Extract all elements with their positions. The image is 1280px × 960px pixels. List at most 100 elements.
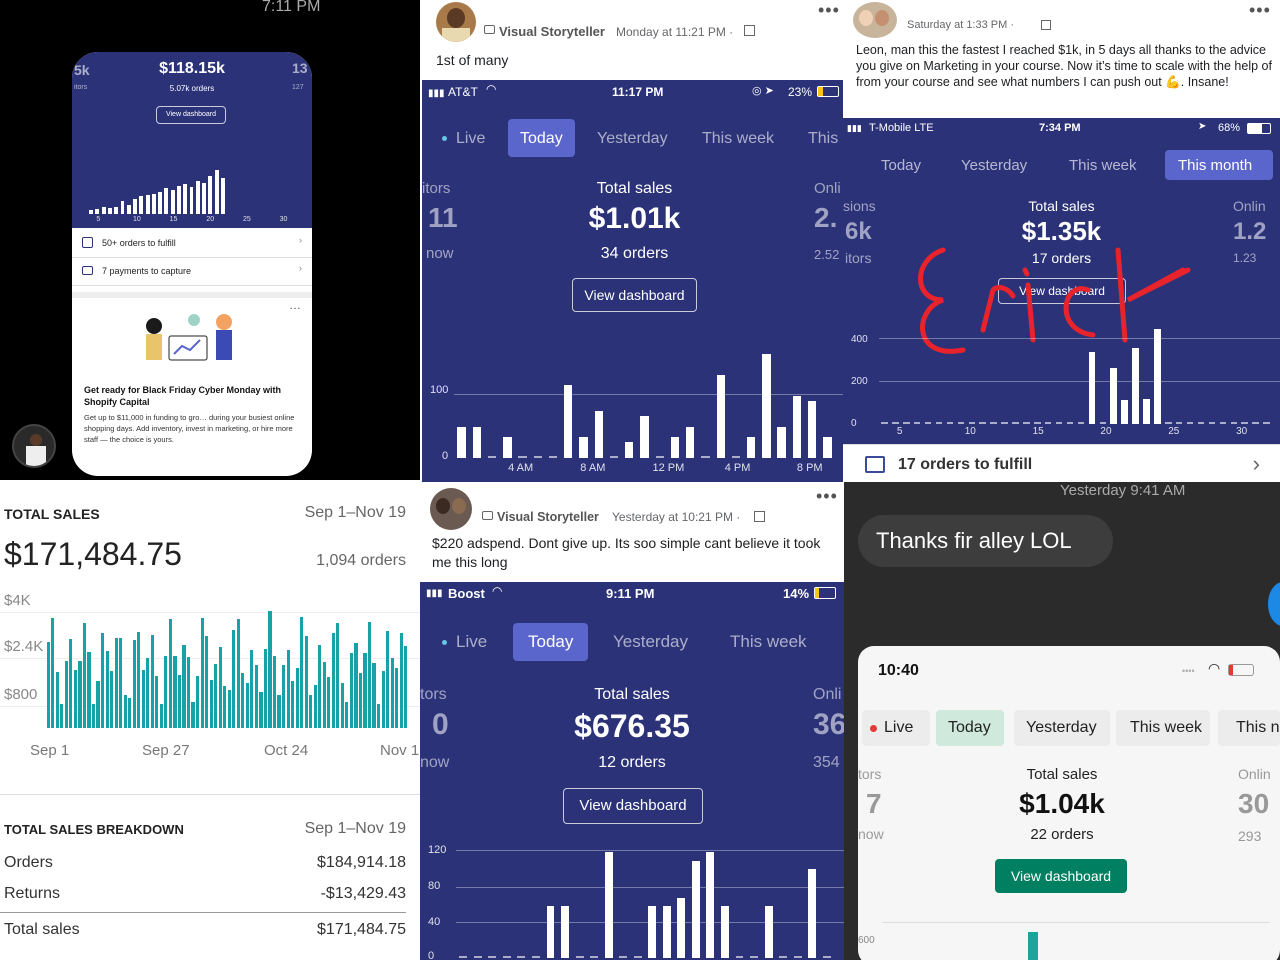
chart-bar xyxy=(903,422,910,424)
gridline xyxy=(879,381,1280,382)
right-label: Onli xyxy=(814,180,841,197)
chart-bar xyxy=(518,456,527,458)
status-time: 9:11 PM xyxy=(606,586,655,601)
tab-this-week[interactable]: This week xyxy=(702,130,775,147)
timeframe-tabs: Live Today Yesterday This week This n xyxy=(858,719,1280,739)
chart-bar xyxy=(457,426,466,458)
chart-bar xyxy=(1197,422,1205,424)
view-dashboard-button[interactable]: View dashboard xyxy=(572,278,697,312)
status-time: 10:40 xyxy=(878,662,919,679)
more-options-icon[interactable]: … xyxy=(289,298,302,312)
post-text: 1st of many xyxy=(436,52,509,68)
fulfill-row[interactable]: 50+ orders to fulfill › xyxy=(72,230,312,258)
chart-bar xyxy=(128,698,132,728)
chart-bar xyxy=(354,642,358,728)
tab-live[interactable]: Live xyxy=(456,130,486,147)
chart-bar xyxy=(345,701,349,728)
chart-bar xyxy=(123,694,127,728)
chart-bar xyxy=(291,681,295,728)
tab-yesterday[interactable] xyxy=(1014,710,1110,746)
orders-count: 34 orders xyxy=(600,245,669,262)
tab-label: Today xyxy=(948,719,991,736)
y-tick: $4K xyxy=(4,592,31,609)
breakdown-row-label: Orders xyxy=(4,854,53,871)
total-sales-title: Total sales xyxy=(1026,766,1098,783)
chart-bar xyxy=(189,187,194,214)
tab-this-month[interactable]: This month xyxy=(1178,157,1253,174)
right-value: 30 xyxy=(1238,788,1270,819)
author-name[interactable]: Visual Storyteller xyxy=(497,510,599,524)
tab-today[interactable] xyxy=(936,710,1004,746)
chart-bar xyxy=(1012,422,1019,424)
tab-this-week[interactable] xyxy=(1116,710,1210,746)
avatar xyxy=(12,424,56,468)
tab-today[interactable]: Today xyxy=(528,632,574,651)
tab-yesterday[interactable]: Yesterday xyxy=(961,157,1028,174)
more-options-icon[interactable]: ••• xyxy=(816,486,838,506)
view-dashboard-button[interactable]: View dashboard xyxy=(563,788,703,824)
scroll-bubble-icon[interactable] xyxy=(1268,582,1280,626)
payments-label: 7 payments to capture xyxy=(102,266,192,276)
left-value: 7 xyxy=(866,788,882,819)
chart-bar xyxy=(145,194,150,214)
chart-bar xyxy=(531,956,540,958)
storyteller-icon xyxy=(484,25,495,34)
chart-bar xyxy=(386,631,390,728)
x-tick: 8 AM xyxy=(580,462,606,474)
phone-screenshot: 10:40 •••• ◠ Live Today Yesterday This w… xyxy=(858,646,1280,960)
post-time[interactable]: Monday at 11:21 PM · xyxy=(616,25,734,39)
chart-bar xyxy=(55,672,59,728)
chevron-right-icon: › xyxy=(299,235,302,245)
breakdown-row-value: $184,914.18 xyxy=(317,854,406,871)
battery-icon xyxy=(817,86,839,97)
post-time[interactable]: Saturday at 1:33 PM · xyxy=(907,19,1014,31)
chart-bar xyxy=(1077,422,1085,424)
tab-yesterday[interactable]: Yesterday xyxy=(613,632,688,651)
chart-bar xyxy=(648,906,657,958)
chart-bar xyxy=(395,668,399,728)
teal-bar-chart xyxy=(46,592,408,728)
chart-bar xyxy=(404,645,408,728)
fulfill-row[interactable]: 17 orders to fulfill › xyxy=(843,444,1280,482)
tab-today[interactable]: Today xyxy=(881,157,922,174)
date-range[interactable]: Sep 1–Nov 19 xyxy=(304,504,406,521)
chart-bar xyxy=(137,631,141,728)
view-dashboard-button[interactable]: View dashboard xyxy=(156,106,226,124)
y-tick: 80 xyxy=(428,880,441,892)
chart-bar xyxy=(750,956,759,958)
sales-chart: $4K $2.4K $800 Sep 1 Sep 27 Oct 24 Nov 1 xyxy=(0,592,420,768)
timeframe-tabs: Live Today Yesterday This week xyxy=(420,632,844,652)
tab-this-month[interactable]: This xyxy=(808,130,839,147)
payments-row[interactable]: 7 payments to capture › xyxy=(72,258,312,286)
x-tick: 8 PM xyxy=(796,462,823,474)
wifi-icon: ◠ xyxy=(492,584,503,598)
tab-live[interactable]: Live xyxy=(456,632,488,651)
chart-bar xyxy=(177,674,182,728)
tab-this-week[interactable]: This week xyxy=(1069,157,1137,174)
tab-this-month[interactable] xyxy=(1218,710,1280,746)
chart-bar xyxy=(533,456,542,458)
live-dot-icon xyxy=(870,725,877,732)
more-options-icon[interactable]: ••• xyxy=(1249,0,1271,20)
chart-bar xyxy=(250,650,254,728)
author-name[interactable]: Visual Storyteller xyxy=(499,24,605,39)
tab-yesterday[interactable]: Yesterday xyxy=(597,130,668,147)
chart-bar xyxy=(159,703,163,728)
chart-bar xyxy=(1132,348,1139,424)
chart-bar xyxy=(158,191,163,214)
location-icon: ➤ xyxy=(1198,121,1207,132)
more-options-icon[interactable]: ••• xyxy=(818,0,840,20)
chart-bar xyxy=(1055,422,1063,424)
chart-bar xyxy=(209,680,213,728)
left-label: sions xyxy=(843,198,876,214)
chart-bar xyxy=(146,658,150,728)
breakdown-range[interactable]: Sep 1–Nov 19 xyxy=(304,820,406,837)
tab-today[interactable]: Today xyxy=(520,130,563,147)
chart-bar xyxy=(214,169,219,214)
chart-bar xyxy=(164,188,169,214)
view-dashboard-button[interactable]: View dashboard xyxy=(995,859,1127,893)
post-time[interactable]: Yesterday at 10:21 PM · xyxy=(612,510,741,524)
chart-bar xyxy=(1208,422,1216,424)
tab-this-week[interactable]: This week xyxy=(730,632,807,651)
sales-bar-chart: 120 80 40 0 xyxy=(420,844,844,960)
